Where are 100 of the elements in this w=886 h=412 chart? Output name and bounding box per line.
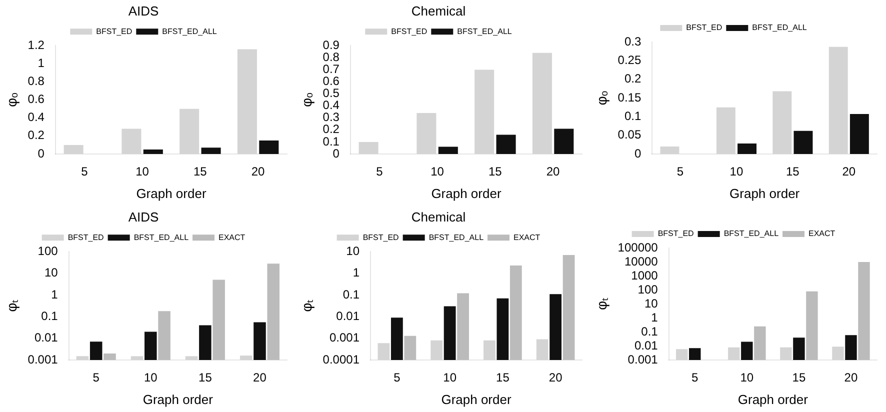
x-tick-label: 10 xyxy=(430,164,444,179)
x-tick-label: 5 xyxy=(81,164,88,179)
x-tick-label: 15 xyxy=(786,164,800,179)
y-tick-label: 0.1 xyxy=(41,308,58,323)
y-tick-label: 10 xyxy=(644,296,658,310)
y-tick-label: 0.6 xyxy=(28,92,45,106)
y-tick-label: 0.4 xyxy=(322,98,340,112)
x-tick-label: 20 xyxy=(251,164,266,179)
bar xyxy=(828,46,848,154)
legend-label: EXACT xyxy=(808,229,836,238)
y-tick-label: 100000 xyxy=(618,240,658,254)
x-tick-label: 10 xyxy=(740,370,754,385)
bar xyxy=(201,148,221,154)
x-tick-label: 10 xyxy=(443,370,457,385)
y-tick-label: 0 xyxy=(634,146,642,160)
y-tick-label: 0.6 xyxy=(322,74,340,88)
y-tick-label: 0.9 xyxy=(322,38,340,52)
bar xyxy=(416,113,436,154)
legend-label: BFST_ED xyxy=(686,23,722,32)
y-tick-label: 0.0001 xyxy=(322,352,360,366)
x-tick-label: 20 xyxy=(842,164,856,179)
bar xyxy=(438,146,458,154)
x-tick-label: 10 xyxy=(136,164,150,179)
x-axis-title: Graph order xyxy=(738,392,809,407)
y-tick-label: 10 xyxy=(44,266,58,280)
x-axis-title: Graph order xyxy=(431,186,502,201)
x-tick-label: 15 xyxy=(496,370,510,385)
y-axis-title: φₜ xyxy=(3,298,20,312)
bar xyxy=(237,49,257,154)
x-axis-title: Graph order xyxy=(730,186,800,201)
bar xyxy=(122,128,142,154)
legend-label: BFST_ED_ALL xyxy=(134,232,190,242)
legend-label: EXACT xyxy=(514,232,540,242)
chart-title: Chemical xyxy=(411,209,466,224)
y-tick-label: 0.1 xyxy=(322,134,340,148)
y-tick-label: 0.1 xyxy=(624,108,642,123)
legend-label: BFST_ED xyxy=(96,26,132,36)
bar xyxy=(64,144,84,154)
y-tick-label: 0.2 xyxy=(624,72,642,86)
y-tick-label: 1 xyxy=(38,56,45,70)
legend-label: EXACT xyxy=(218,232,246,242)
chart-title: Chemical xyxy=(411,3,466,18)
legend-label: BFST_ED_ALL xyxy=(724,229,780,238)
x-tick-label: 15 xyxy=(792,370,806,385)
legend-label: BFST_ED xyxy=(68,232,104,242)
y-tick-label: 0.01 xyxy=(336,308,360,323)
y-tick-label: 0.05 xyxy=(618,128,642,142)
y-tick-label: 0.2 xyxy=(28,128,45,142)
y-tick-label: 100 xyxy=(638,282,658,296)
chart-title: AIDS xyxy=(128,209,159,224)
y-tick-label: 0.25 xyxy=(618,52,642,67)
y-tick-label: 1.2 xyxy=(28,38,45,52)
legend-label: BFST_ED xyxy=(362,232,400,242)
y-tick-label: 0 xyxy=(332,146,340,160)
bar xyxy=(259,140,279,154)
legend-label: BFST_ED_ALL xyxy=(752,23,808,32)
y-axis-title: φₜ xyxy=(298,298,314,312)
y-tick-label: 10000 xyxy=(624,254,658,268)
legend-label: BFST_ED_ALL xyxy=(428,232,484,242)
chart-title: AIDS xyxy=(128,3,159,18)
x-tick-label: 5 xyxy=(394,370,401,385)
bar xyxy=(772,91,792,154)
x-tick-label: 15 xyxy=(488,164,502,179)
x-axis-title: Graph order xyxy=(142,392,214,407)
x-tick-label: 20 xyxy=(253,370,267,385)
y-tick-label: 0.001 xyxy=(628,352,658,366)
x-axis-title: Graph order xyxy=(136,186,207,201)
y-axis-title: φₒ xyxy=(3,92,20,107)
bar xyxy=(474,70,494,154)
y-tick-label: 0.01 xyxy=(634,338,658,352)
y-tick-label: 100 xyxy=(38,244,58,258)
y-tick-label: 0.001 xyxy=(28,352,58,366)
y-tick-label: 0.3 xyxy=(624,34,642,48)
bar xyxy=(554,128,574,154)
bar xyxy=(358,142,378,154)
x-tick-label: 10 xyxy=(144,370,158,385)
bar xyxy=(180,108,200,154)
y-tick-label: 0.01 xyxy=(34,330,58,345)
x-tick-label: 15 xyxy=(198,370,212,385)
y-tick-label: 10 xyxy=(346,244,360,258)
legend-label: BFST_ED xyxy=(391,26,428,36)
bar xyxy=(850,114,869,154)
y-tick-label: 0.15 xyxy=(618,90,642,104)
y-axis-title: φₜ xyxy=(593,296,610,310)
bar xyxy=(496,134,516,154)
bar xyxy=(738,144,756,154)
y-tick-label: 1 xyxy=(51,287,58,302)
bar xyxy=(143,149,163,154)
x-axis-title: Graph order xyxy=(441,392,512,407)
bar xyxy=(794,130,813,154)
legend-label: BFST_ED_ALL xyxy=(457,26,512,36)
y-tick-label: 0 xyxy=(38,146,45,160)
legend-label: BFST_ED_ALL xyxy=(162,26,218,36)
legend-label: BFST_ED xyxy=(658,229,694,238)
x-tick-label: 5 xyxy=(92,370,100,385)
x-tick-label: 20 xyxy=(844,370,858,385)
bar xyxy=(660,146,680,154)
y-axis-title: φₒ xyxy=(593,90,610,106)
y-tick-label: 0.5 xyxy=(322,86,340,100)
x-tick-label: 15 xyxy=(194,164,208,179)
